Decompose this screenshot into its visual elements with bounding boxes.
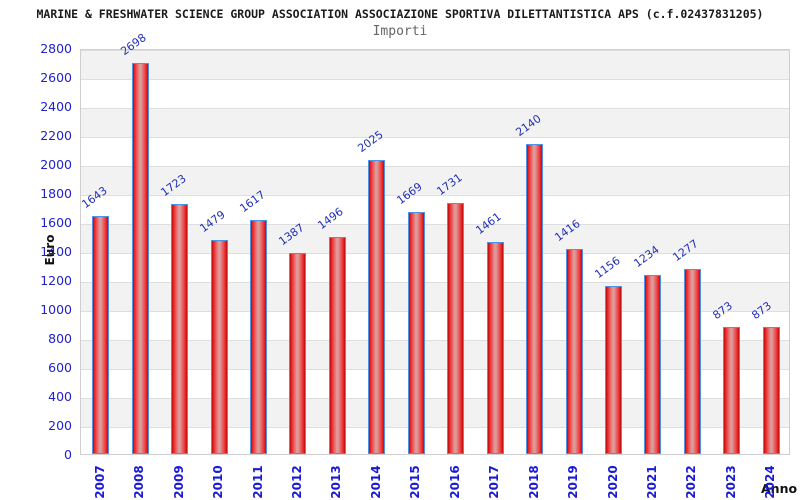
y-tick-label: 0 [64,447,72,462]
x-tick-label: 2019 [566,465,581,499]
bar [565,249,583,454]
bar [92,216,110,454]
bar [644,275,662,454]
bar-value-label: 1496 [315,205,347,232]
bar-value-label: 1234 [631,243,662,270]
bar-value-label: 2140 [512,112,544,139]
bar [683,269,701,454]
y-tick-label: 1200 [40,273,72,288]
bar [407,212,425,454]
bar [250,220,267,454]
x-tick-label: 2012 [289,465,304,499]
bar-value-label: 1387 [276,221,307,248]
y-tick-label: 1400 [40,244,72,259]
bar-value-label: 1461 [473,210,504,237]
bar [289,253,307,454]
x-tick-label: 2022 [684,465,699,499]
chart-title: MARINE & FRESHWATER SCIENCE GROUP ASSOCI… [36,7,764,21]
bar-value-label: 2025 [355,128,386,155]
x-tick-label: 2013 [329,465,344,499]
bar [131,63,149,454]
bar-value-label: 1669 [394,180,425,207]
x-tick-label: 2016 [447,465,462,499]
bar-value-label: 1617 [236,188,268,215]
y-tick-label: 2200 [40,128,72,143]
bar-value-label: 1723 [157,172,189,199]
y-tick-label: 2000 [40,157,72,172]
x-tick-label: 2014 [368,465,383,499]
bar [605,286,622,454]
bar-value-label: 1643 [79,184,110,211]
x-tick-label: 2009 [171,465,186,499]
y-tick-label: 1600 [40,215,72,230]
bar-value-label: 1416 [552,217,583,244]
x-tick-label: 2021 [644,465,659,499]
bar-value-label: 873 [749,299,775,322]
x-tick-label: 2017 [487,465,502,499]
y-tick-label: 2400 [40,99,72,114]
x-tick-label: 2023 [723,465,738,499]
x-tick-label: 2011 [250,465,265,499]
bar-value-label: 1277 [670,237,702,264]
y-tick-label: 200 [48,418,72,433]
bar-value-label: 1156 [591,254,623,281]
chart-subtitle: Importi [372,24,428,39]
x-tick-label: 2015 [408,465,423,499]
x-tick-label: 2010 [211,465,226,499]
bar [526,144,544,454]
bar [210,240,228,454]
bar [723,327,741,454]
y-tick-label: 2800 [40,41,72,56]
x-axis-title: Anno [761,481,798,496]
x-tick-label: 2007 [92,465,107,499]
y-tick-label: 1800 [40,186,72,201]
bar [368,160,386,454]
bar [328,237,346,454]
y-tick-label: 600 [48,360,72,375]
bar [171,204,189,454]
y-tick-label: 400 [48,389,72,404]
plot-area: 1643 2698 1723 1479 1617 1387 1496 2025 1669 1731… [79,31,790,455]
bar [486,242,504,454]
x-tick-label: 2008 [132,465,147,499]
x-tick-label: 2018 [526,465,541,499]
bar-value-label: 1479 [197,208,228,235]
bar [762,327,780,454]
y-tick-label: 1000 [40,302,72,317]
bar-value-label: 1731 [434,171,465,198]
bar-value-label: 873 [710,299,735,322]
bar [447,203,465,454]
y-tick-label: 2600 [40,70,72,85]
x-tick-label: 2024 [763,465,778,499]
y-tick-label: 800 [48,331,72,346]
x-tick-label: 2020 [605,465,620,499]
